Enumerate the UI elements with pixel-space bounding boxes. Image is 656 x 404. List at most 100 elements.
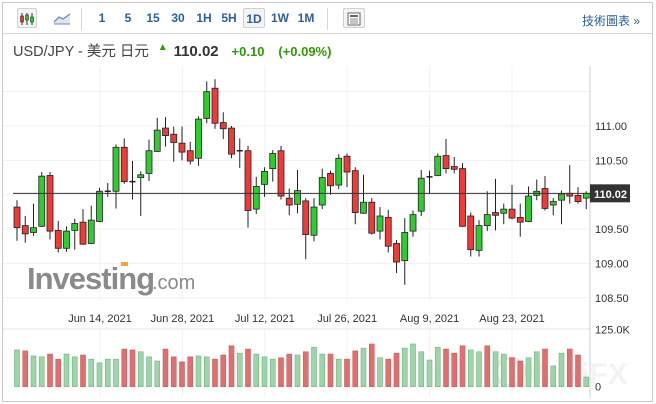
candle <box>46 172 54 240</box>
candle <box>442 139 450 174</box>
candle-body <box>483 214 491 227</box>
candlestick-chart-button[interactable] <box>17 8 37 28</box>
interval-1m[interactable]: 1M <box>297 11 315 25</box>
volume-bar <box>55 358 62 388</box>
candle <box>145 139 153 181</box>
candle <box>21 215 29 243</box>
candle-body <box>79 221 87 245</box>
candle-body <box>574 194 582 202</box>
candle-body <box>310 206 318 236</box>
interval-5h[interactable]: 5H <box>221 11 237 25</box>
candle <box>508 185 516 220</box>
layout-button[interactable] <box>343 8 365 28</box>
line-chart-button[interactable] <box>52 8 72 28</box>
price-change: +0.10 <box>231 44 265 59</box>
volume-bar <box>236 352 243 388</box>
volume-bar <box>360 347 367 387</box>
interval-1w[interactable]: 1W <box>271 11 289 25</box>
candle-body <box>13 206 21 229</box>
volume-bar <box>509 357 515 387</box>
volume-bar <box>212 358 218 388</box>
volume-bar <box>30 355 37 387</box>
volume-bar <box>294 354 301 387</box>
volume-bar <box>14 349 20 387</box>
candle <box>261 167 268 197</box>
volume-bar <box>368 343 375 387</box>
axes: Jun 14, 2021 Jun 28, 2021 Jul 12, 2021 Jul … <box>13 66 631 397</box>
svg-text:.com: .com <box>152 272 195 294</box>
candle-body <box>393 243 400 263</box>
up-arrow-icon: ▲ <box>157 42 168 53</box>
candle-body <box>409 214 417 232</box>
candle-body <box>525 195 532 222</box>
candle <box>13 200 21 241</box>
volume-bar <box>418 351 425 388</box>
volume-bar <box>533 351 540 388</box>
candle <box>483 191 491 232</box>
interval-15[interactable]: 15 <box>146 11 160 25</box>
interval-1h[interactable]: 1H <box>196 11 212 25</box>
candle <box>112 144 120 209</box>
volume-bar <box>517 360 524 388</box>
volume-bar <box>228 345 235 388</box>
technical-chart-link[interactable]: 技術圖表 » <box>581 14 640 28</box>
candle <box>343 153 351 188</box>
volume-bar <box>451 352 458 388</box>
candle <box>219 112 227 140</box>
candle <box>549 198 557 216</box>
volume-bar <box>137 351 144 388</box>
candle <box>178 126 186 161</box>
candle-body <box>541 188 549 209</box>
volume-tick-label: 125.0K <box>595 324 631 336</box>
volume-bar <box>71 356 78 387</box>
volume-bar <box>434 346 441 388</box>
line-chart-icon <box>53 13 71 25</box>
candle <box>376 207 384 240</box>
candle-body <box>558 193 565 201</box>
interval-30[interactable]: 30 <box>171 11 185 25</box>
candle <box>277 145 285 200</box>
last-price-tag <box>590 184 630 203</box>
interval-1[interactable]: 1 <box>98 11 106 25</box>
candle-body <box>178 142 186 153</box>
candle <box>327 170 334 195</box>
candle-body <box>46 175 54 232</box>
candle-body <box>442 155 450 169</box>
volume-bar <box>245 348 251 387</box>
candle <box>195 116 202 166</box>
candle <box>244 145 252 228</box>
candle <box>574 187 582 204</box>
candlestick-icon <box>20 13 34 25</box>
volume-bar <box>38 356 45 387</box>
candle-body <box>360 201 367 214</box>
volume-bar <box>385 358 392 388</box>
volume-bar <box>566 348 573 387</box>
candle <box>285 188 293 216</box>
candle <box>162 117 169 147</box>
candle <box>533 179 541 201</box>
candle <box>54 220 62 253</box>
candle-body <box>137 174 145 178</box>
volume-bar <box>47 353 53 388</box>
volume-bar <box>550 365 557 388</box>
volume-bar <box>170 356 177 387</box>
interval-1d[interactable]: 1D <box>243 8 265 28</box>
candle-body <box>277 150 285 197</box>
volume-bar <box>575 354 581 387</box>
candle-body <box>384 216 392 247</box>
volume-bar <box>220 354 227 387</box>
candle <box>426 170 433 195</box>
candle-body <box>63 230 70 249</box>
volume-bar <box>154 360 161 388</box>
interval-5[interactable]: 5 <box>124 11 132 25</box>
volume-bar <box>80 354 86 387</box>
candle-body <box>549 201 557 206</box>
candles <box>13 79 590 285</box>
candle-body <box>87 219 95 244</box>
candle-body <box>71 223 79 231</box>
candle-body <box>500 208 508 214</box>
instrument-name: USD/JPY - 美元 日元 <box>13 44 149 60</box>
instrument-header: USD/JPY - 美元 日元 ▲ 110.02 +0.10 (+0.09%) <box>13 40 331 62</box>
volume-bar <box>146 356 152 387</box>
